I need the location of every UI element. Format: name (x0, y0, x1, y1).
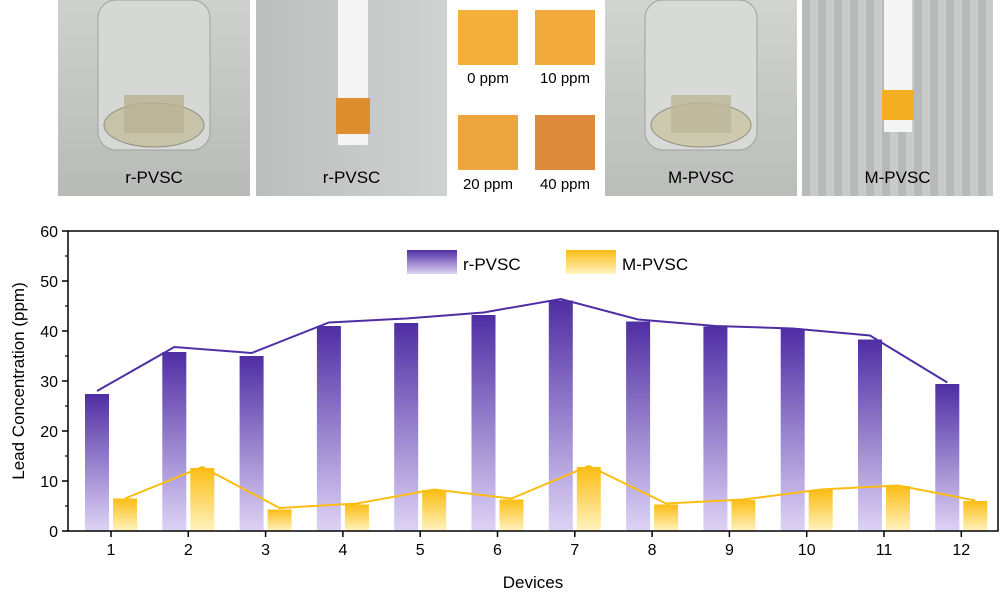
x-tick-label: 1 (107, 542, 116, 559)
bar-r-pvsc (858, 339, 882, 531)
trend-line-r-pvsc (96, 297, 948, 392)
bar-m-pvsc (963, 501, 988, 531)
legend-label-r-pvsc: r-PVSC (463, 255, 521, 274)
bar-r-pvsc (239, 356, 264, 531)
x-tick-label: 3 (261, 542, 270, 559)
swatch-label: 10 ppm (539, 70, 591, 87)
test-strip-image (882, 0, 914, 132)
bar-r-pvsc (703, 326, 728, 531)
plot-frame (67, 230, 999, 532)
bar-r-pvsc (935, 384, 960, 531)
glass-vial-image (97, 0, 211, 151)
photo-m-pvsc-glass: M-PVSC (605, 0, 797, 196)
photo-r-pvsc-strip: r-PVSC (256, 0, 447, 196)
swatch-label: 40 ppm (539, 176, 591, 193)
y-tick-label: 40 (40, 324, 58, 341)
bar-m-pvsc (576, 467, 601, 531)
photo-m-pvsc-strip: M-PVSC (802, 0, 993, 196)
photo-label: r-PVSC (125, 168, 183, 187)
bar-r-pvsc (85, 394, 109, 531)
x-tick-label: 10 (798, 542, 816, 559)
y-tick-label: 20 (40, 424, 58, 441)
y-tick-label: 60 (40, 224, 58, 241)
bar-m-pvsc (499, 499, 524, 531)
bar-m-pvsc (731, 500, 756, 531)
photo-label: M-PVSC (864, 168, 931, 187)
legend-swatch-r-pvsc (407, 250, 457, 274)
x-tick-label: 6 (493, 542, 502, 559)
swatch-label: 0 ppm (467, 70, 509, 87)
bar-r-pvsc (162, 352, 187, 531)
bar-m-pvsc (113, 498, 137, 531)
x-tick-label: 5 (416, 542, 425, 559)
x-tick-label: 7 (570, 542, 579, 559)
x-tick-label: 9 (725, 542, 734, 559)
x-tick-label: 11 (876, 542, 893, 559)
glass-vial-image (644, 0, 758, 151)
y-tick-label: 0 (49, 524, 58, 541)
swatch-label: 20 ppm (462, 176, 514, 193)
bar-m-pvsc (886, 486, 910, 531)
swatch-40ppm (535, 115, 595, 170)
bar-m-pvsc (267, 509, 292, 531)
y-tick-label: 30 (40, 374, 58, 391)
bar-r-pvsc (626, 321, 651, 531)
y-axis-label: Lead Concentration (ppm) (9, 282, 28, 480)
x-axis-label: Devices (503, 573, 563, 592)
bar-r-pvsc (471, 315, 496, 531)
bar-m-pvsc (422, 490, 447, 531)
bar-m-pvsc (190, 468, 215, 531)
bar-r-pvsc (316, 326, 341, 531)
trend-line-m-pvsc (124, 464, 976, 510)
swatch-0ppm (458, 10, 518, 65)
x-tick-label: 2 (184, 542, 193, 559)
legend-swatch-m-pvsc (566, 250, 616, 274)
bar-m-pvsc (344, 504, 369, 531)
x-tick-label: 4 (338, 542, 347, 559)
swatch-10ppm (535, 10, 595, 65)
y-tick-label: 10 (40, 474, 58, 491)
bar-m-pvsc (808, 490, 833, 531)
bar-r-pvsc (780, 329, 805, 531)
swatch-20ppm (458, 115, 518, 170)
legend-label-m-pvsc: M-PVSC (622, 255, 688, 274)
bar-r-pvsc (548, 300, 573, 531)
photo-r-pvsc-glass: r-PVSC (58, 0, 250, 196)
test-strip-image (336, 0, 370, 145)
x-tick-label: 8 (648, 542, 657, 559)
photo-label: M-PVSC (667, 168, 735, 187)
bar-m-pvsc (654, 504, 679, 531)
x-tick-label: 12 (952, 542, 970, 559)
y-tick-label: 50 (40, 274, 58, 291)
bar-r-pvsc (394, 323, 419, 531)
photo-label: r-PVSC (322, 168, 381, 187)
